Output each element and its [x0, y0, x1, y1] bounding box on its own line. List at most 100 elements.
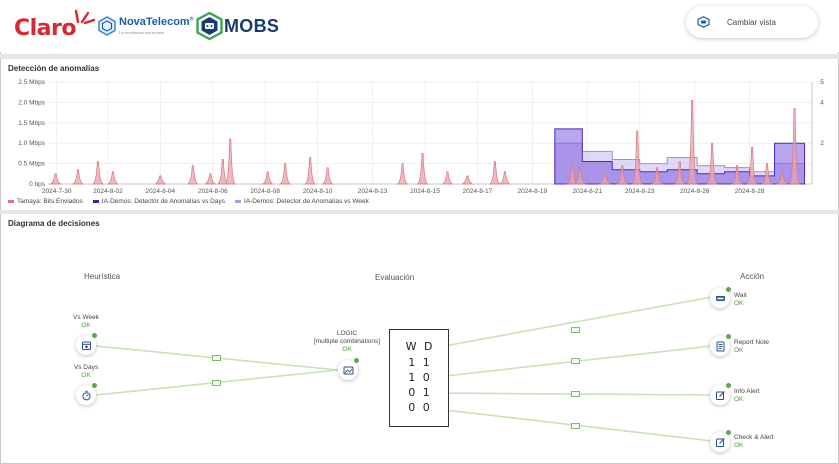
y-tick-label: 1.0 Mbps [18, 140, 45, 147]
bits-peak [598, 171, 612, 185]
claro-logo-text: Claro [14, 16, 77, 41]
bits-peak [498, 171, 512, 185]
legend-item-days[interactable]: IA-Demos: Detector de Anomalías vs Days [92, 198, 225, 205]
action-check-label: Check & Alert OK [734, 434, 773, 450]
x-tick-label: 2024-8-19 [518, 188, 548, 195]
legend-item-bits[interactable]: Tamaya: Bits Enviados [8, 198, 83, 205]
x-tick-label: 2024-8-02 [93, 188, 123, 195]
y-tick-label: 0.5 Mbps [18, 161, 45, 168]
stopwatch-icon [81, 390, 91, 400]
logic-label: LOGIC [multiple combinations] OK [302, 330, 392, 354]
chart-legend: Tamaya: Bits Enviados IA-Demos: Detector… [8, 198, 369, 205]
logic-name: LOGIC [336, 330, 358, 337]
bits-peak [49, 173, 62, 185]
action-check-node[interactable] [710, 432, 730, 452]
action-wait-status: OK [734, 300, 744, 307]
heuristic-days-label: Vs Days OK [66, 364, 106, 380]
bits-peak [730, 165, 744, 185]
series-bits-enviados [49, 100, 801, 185]
heuristic-week-status: OK [81, 322, 91, 329]
anomaly-chart: 2.5 Mbps 2.0 Mbps 1.5 Mbps 1.0 Mbps 0.5 Mbps… [18, 79, 824, 195]
edge-label-wait [571, 327, 580, 333]
y-tick-label: 2.0 Mbps [18, 99, 45, 106]
edit-check-icon [715, 437, 725, 447]
bits-peak [488, 161, 502, 185]
heuristic-week-node[interactable] [76, 335, 96, 355]
document-icon [716, 341, 724, 351]
days-step-area [554, 128, 806, 185]
truth-table-header: W D [405, 340, 435, 353]
wait-badge-icon [715, 295, 725, 301]
action-info-label: Info Alert OK [734, 388, 760, 404]
x-tick-label: 2024-8-10 [303, 188, 333, 195]
truth-table-row: 0 0 [408, 401, 432, 414]
chart-section-title: Detección de anomalías [8, 64, 100, 73]
action-wait-label: Wait OK [734, 292, 747, 308]
switch-view-icon [697, 16, 710, 28]
logic-status: OK [342, 346, 352, 353]
logic-status-dot [354, 358, 359, 363]
heuristic-days-status-dot [92, 383, 97, 388]
bits-peak [650, 167, 664, 185]
column-heuristica-title: Heurística [84, 272, 121, 281]
bits-peak [760, 163, 774, 185]
bits-peak [630, 130, 644, 185]
series-vs-days [554, 128, 806, 185]
action-wait-node[interactable] [710, 288, 730, 308]
truth-table-row: 0 1 [408, 386, 432, 399]
x-tick-label: 2024-8-13 [358, 188, 388, 195]
bits-peak [461, 175, 474, 185]
y-tick-label: 1.5 Mbps [18, 120, 45, 127]
mobs-robot-icon [196, 12, 223, 40]
bits-peak [615, 165, 629, 185]
x-tick-label: 2024-8-15 [410, 188, 440, 195]
bits-peak [705, 142, 719, 185]
action-check-status: OK [734, 442, 744, 449]
section-divider [0, 210, 839, 214]
y-axis-right: 5 4 2 [820, 79, 824, 147]
heuristic-week-name: Vs Week [73, 314, 99, 321]
bits-peak [91, 161, 105, 185]
bits-peak [573, 167, 587, 185]
y-tick-label: 2.5 Mbps [18, 79, 45, 86]
x-tick-label: 2024-8-06 [198, 188, 228, 195]
edit-note-icon [715, 390, 725, 400]
mobs-logo-text: MOBS [224, 16, 280, 36]
bits-peak [71, 169, 85, 185]
nova-tagline: La excelencia nos mueve [119, 30, 165, 35]
heuristic-days-node[interactable] [76, 385, 96, 405]
diagram-section-title: Diagrama de decisiones [8, 219, 100, 228]
novatelecom-logo: NovaTelecom® La excelencia nos mueve [98, 14, 193, 38]
bits-peak [223, 138, 237, 185]
bits-peak [788, 108, 801, 185]
bits-peak [745, 146, 759, 185]
action-info-node[interactable] [710, 385, 730, 405]
nova-name: NovaTelecom [119, 16, 190, 28]
bits-peak [416, 153, 429, 185]
action-report-label: Report Note OK [734, 339, 769, 355]
section-divider [0, 54, 839, 59]
logic-node[interactable] [338, 360, 358, 380]
legend-swatch-week [234, 200, 241, 203]
bits-peak [278, 163, 292, 185]
nova-registered: ® [189, 16, 194, 23]
legend-label-week: IA-Demos: Detector de Anomalías vs Week [243, 198, 369, 205]
claro-rays-icon [74, 9, 96, 24]
action-wait-name: Wait [734, 292, 747, 299]
image-chart-icon [343, 366, 353, 374]
cambiar-vista-button[interactable]: Cambiar vista [686, 6, 818, 38]
legend-label-bits: Tamaya: Bits Enviados [17, 198, 83, 205]
legend-item-week[interactable]: IA-Demos: Detector de Anomalías vs Week [234, 198, 369, 205]
y-right-tick-label: 2 [820, 140, 824, 147]
action-report-node[interactable] [710, 336, 730, 356]
edge-label-check [571, 423, 580, 429]
legend-swatch-bits [8, 200, 14, 203]
y-tick-label: 0 bps [29, 181, 46, 188]
heuristic-week-label: Vs Week OK [66, 314, 106, 330]
heuristic-days-name: Vs Days [73, 364, 99, 371]
action-wait-status-dot [726, 287, 731, 292]
bits-peak [154, 175, 167, 185]
action-info-status: OK [734, 396, 744, 403]
cambiar-vista-label: Cambiar vista [727, 17, 776, 27]
action-info-name: Info Alert [734, 388, 760, 395]
